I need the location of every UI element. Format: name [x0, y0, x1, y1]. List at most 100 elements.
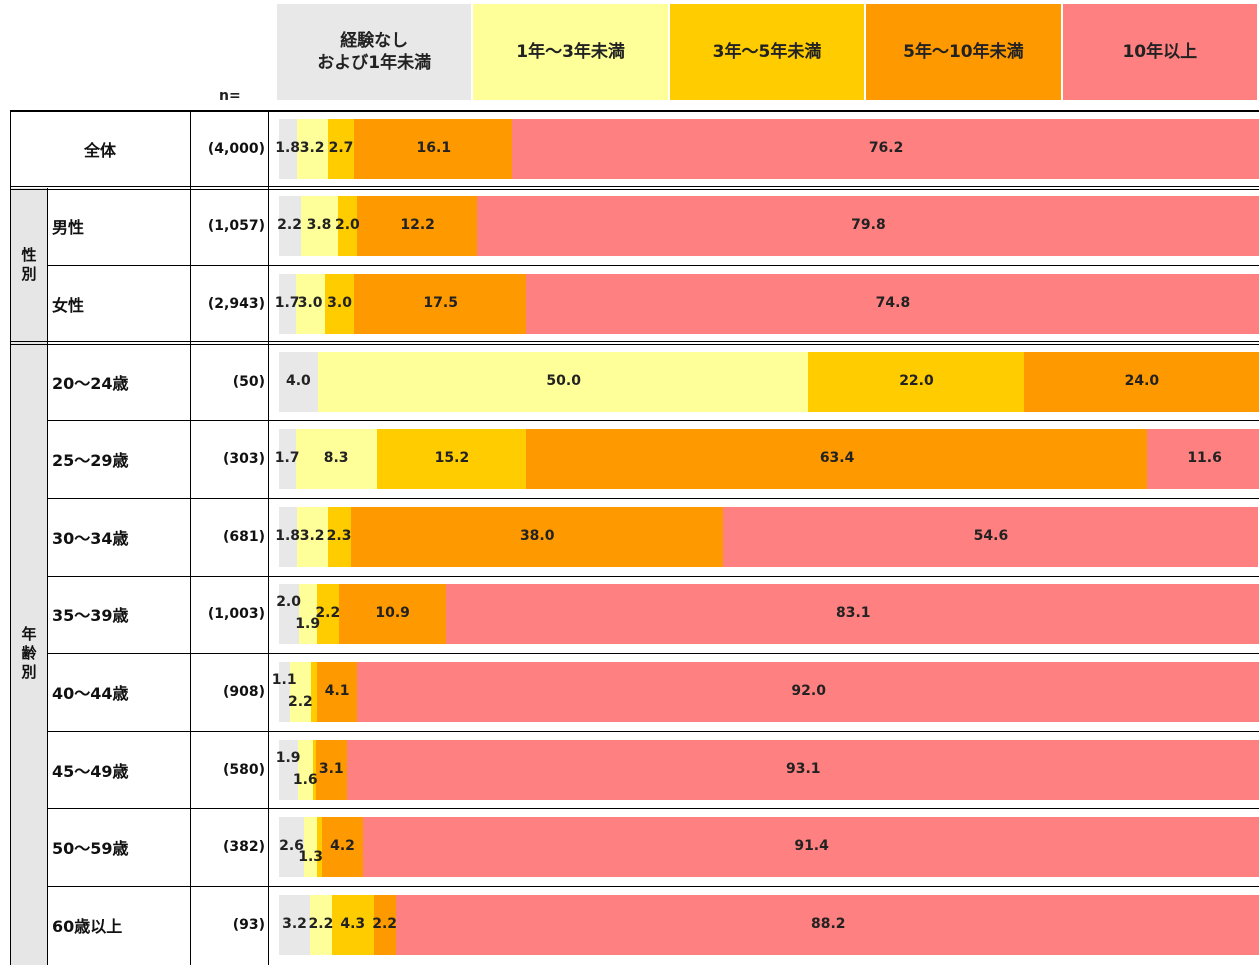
- legend-item-2: 3年～5年未満: [669, 4, 865, 100]
- row-label-0: 全体: [83, 140, 116, 160]
- bar-segment-7-2: [311, 662, 318, 722]
- row-n-0: (4,000): [207, 140, 265, 157]
- bar-label-4-2: 15.2: [434, 450, 470, 467]
- group-label-1: 性 別: [21, 246, 37, 284]
- bar-segment-0-2: [328, 118, 355, 179]
- bar-label-3-2: 22.0: [899, 372, 934, 389]
- row-n-5: (681): [222, 528, 265, 545]
- bar-segment-10-2: [331, 894, 375, 955]
- group-separator-b: [10, 343, 1259, 345]
- bar-label-0-0: 1.8: [275, 139, 301, 156]
- bar-segment-5-2: [328, 506, 351, 567]
- row-label-8: 45～49歳: [52, 761, 129, 781]
- bar-label-5-4: 54.6: [973, 527, 1009, 544]
- bar-segment-5-3: [350, 506, 725, 567]
- bar-segment-1-2: [337, 196, 358, 257]
- bar-label-6-3: 10.9: [375, 605, 410, 622]
- row-n-10: (93): [232, 916, 265, 933]
- bar-segment-4-2: [377, 429, 527, 490]
- bar-segment-3-2: [808, 351, 1025, 412]
- group-column-bg: [11, 187, 47, 965]
- table-top-border: [10, 110, 1259, 112]
- group-separator-a: [10, 185, 1259, 187]
- bar-segment-5-4: [722, 506, 1259, 567]
- bar-segment-8-1: [297, 739, 314, 800]
- chart-legend: 経験なし および1年未満 1年～3年未満 3年～5年未満 5年～10年未満 10年以上: [277, 4, 1259, 100]
- bar-label-9-3: 4.2: [330, 838, 355, 855]
- bar-segment-6-4: [445, 584, 1259, 645]
- bar-label-2-4: 74.8: [875, 295, 911, 311]
- bar-segment-2-3: [354, 274, 528, 334]
- row-label-4: 25～29歳: [52, 451, 129, 471]
- bar-label-6-1: 1.9: [295, 616, 321, 633]
- bar-label-10-2: 4.3: [340, 915, 366, 932]
- row-label-9: 50～59歳: [52, 839, 129, 859]
- bar-segment-9-1: [304, 817, 318, 878]
- row-separator: [47, 730, 1259, 732]
- bar-label-5-1: 3.2: [299, 527, 325, 544]
- bar-label-9-4: 91.4: [794, 838, 829, 855]
- row-label-10: 60歳以上: [52, 916, 123, 936]
- bar-label-5-3: 38.0: [519, 527, 555, 544]
- bar-segment-6-0: [279, 584, 299, 645]
- bar-label-0-3: 16.1: [416, 139, 452, 156]
- bar-segment-10-1: [310, 894, 333, 955]
- bar-label-3-3: 24.0: [1124, 372, 1160, 389]
- bar-label-1-0: 2.2: [277, 217, 302, 234]
- bar-label-9-0: 2.6: [279, 838, 304, 855]
- bar-label-1-3: 12.2: [400, 217, 435, 234]
- row-separator: [47, 498, 1259, 499]
- bar-label-8-1: 1.6: [292, 771, 318, 788]
- row-separator: [47, 886, 1259, 887]
- legend-item-0: 経験なし および1年未満: [277, 4, 472, 100]
- n-header: n=: [219, 88, 241, 104]
- row-label-1: 男性: [52, 218, 85, 238]
- bar-segment-9-0: [279, 817, 305, 878]
- bar-segment-2-1: [295, 274, 326, 334]
- bar-segment-8-4: [346, 739, 1259, 800]
- bar-segment-0-3: [354, 118, 514, 179]
- bar-label-7-4: 92.0: [791, 683, 826, 699]
- bar-label-0-4: 76.2: [868, 139, 904, 156]
- row-separator: [47, 420, 1259, 422]
- bar-label-3-0: 4.0: [286, 372, 311, 389]
- bar-label-10-4: 88.2: [811, 915, 846, 932]
- legend-item-4: 10年以上: [1062, 4, 1257, 100]
- row-n-7: (908): [222, 683, 265, 700]
- bar-segment-7-1: [289, 662, 312, 722]
- bar-label-2-2: 3.0: [327, 295, 352, 311]
- row-separator: [47, 808, 1259, 810]
- bar-label-9-1: 1.3: [298, 849, 324, 866]
- bar-label-6-0: 2.0: [276, 594, 301, 611]
- group-separator-b: [10, 188, 1259, 190]
- bar-label-8-4: 93.1: [786, 760, 821, 777]
- bar-label-6-4: 83.1: [835, 605, 871, 622]
- bar-segment-4-0: [279, 429, 296, 490]
- bar-segment-8-2: [313, 739, 317, 800]
- bar-segment-7-3: [317, 662, 359, 722]
- bar-segment-0-1: [296, 118, 329, 179]
- bar-segment-8-0: [279, 739, 298, 800]
- bar-label-1-1: 3.8: [306, 217, 332, 234]
- bar-label-3-1: 50.0: [546, 372, 581, 389]
- bar-label-1-2: 2.0: [335, 217, 360, 234]
- bar-label-4-0: 1.7: [274, 450, 300, 467]
- bar-segment-5-1: [296, 506, 329, 567]
- bar-segment-0-4: [512, 118, 1259, 179]
- bar-label-6-2: 2.2: [315, 605, 341, 622]
- bar-label-7-0: 1.1: [271, 672, 297, 688]
- bar-segment-7-0: [279, 662, 291, 722]
- row-n-6: (1,003): [207, 606, 265, 623]
- bar-label-0-2: 2.7: [328, 139, 354, 156]
- bar-label-2-3: 17.5: [423, 295, 458, 311]
- bar-segment-7-4: [357, 662, 1259, 722]
- bar-segment-1-3: [357, 196, 479, 257]
- row-separator: [47, 653, 1259, 655]
- bar-label-10-0: 3.2: [282, 915, 307, 932]
- bar-segment-10-4: [395, 894, 1259, 955]
- bar-label-1-4: 79.8: [851, 217, 886, 234]
- row-label-3: 20～24歳: [52, 373, 129, 393]
- bar-segment-8-3: [316, 739, 348, 800]
- bar-label-8-3: 3.1: [318, 760, 344, 777]
- bar-label-0-1: 3.2: [299, 139, 325, 156]
